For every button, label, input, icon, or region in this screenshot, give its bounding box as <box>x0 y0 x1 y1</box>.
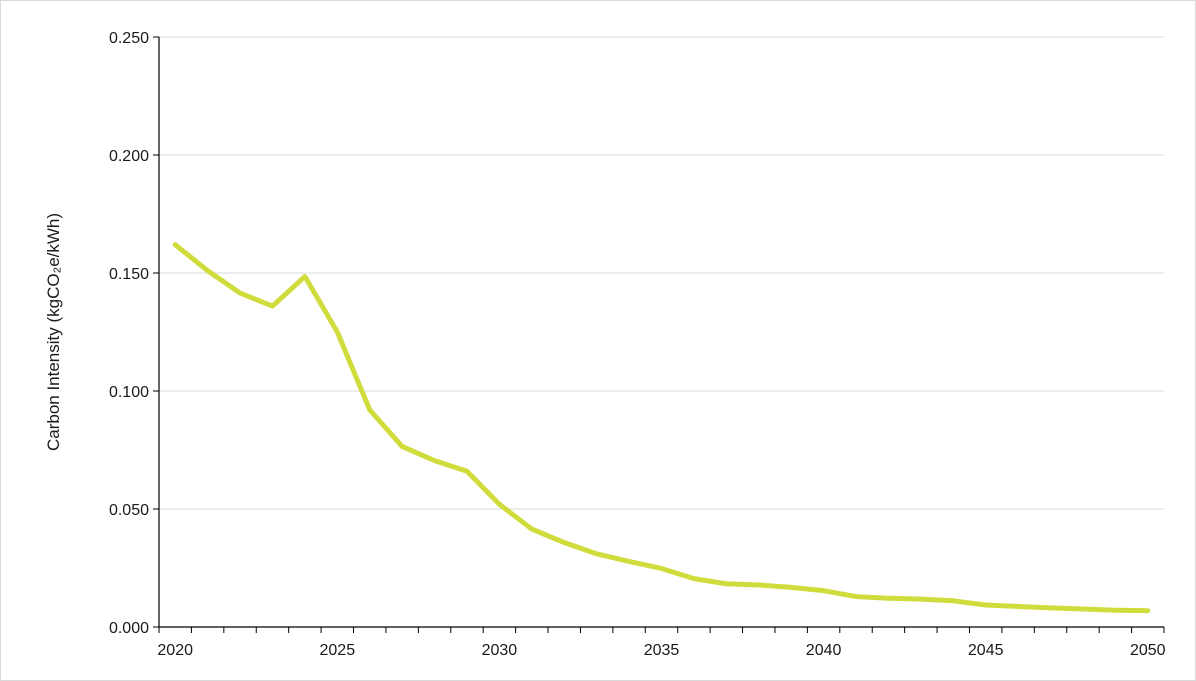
y-tick-labels: 0.000 0.050 0.100 0.150 0.200 0.250 <box>109 30 149 637</box>
y-tick-label-1: 0.050 <box>109 502 149 519</box>
x-tick-label-0: 2020 <box>157 642 193 659</box>
gridlines <box>159 36 1164 510</box>
series-line-0 <box>172 242 1151 614</box>
y-tick-label-5: 0.250 <box>109 30 149 47</box>
y-tick-label-3: 0.150 <box>109 266 149 283</box>
x-tick-label-1: 2025 <box>320 642 356 659</box>
tick-marks <box>153 36 1165 633</box>
y-tick-label-2: 0.100 <box>109 384 149 401</box>
y-tick-label-4: 0.200 <box>109 148 149 165</box>
x-tick-label-3: 2035 <box>644 642 680 659</box>
x-tick-labels: 2020 2025 2030 2035 2040 2045 2050 <box>157 642 1165 659</box>
x-tick-label-6: 2050 <box>1130 642 1166 659</box>
axes <box>158 37 1164 628</box>
x-tick-label-2: 2030 <box>482 642 518 659</box>
series-layer <box>172 242 1151 614</box>
y-axis-title: Carbon Intensity (kgCO₂e/kWh) <box>44 213 63 451</box>
x-tick-label-4: 2040 <box>806 642 842 659</box>
y-tick-label-0: 0.000 <box>109 620 149 637</box>
x-tick-label-5: 2045 <box>968 642 1004 659</box>
